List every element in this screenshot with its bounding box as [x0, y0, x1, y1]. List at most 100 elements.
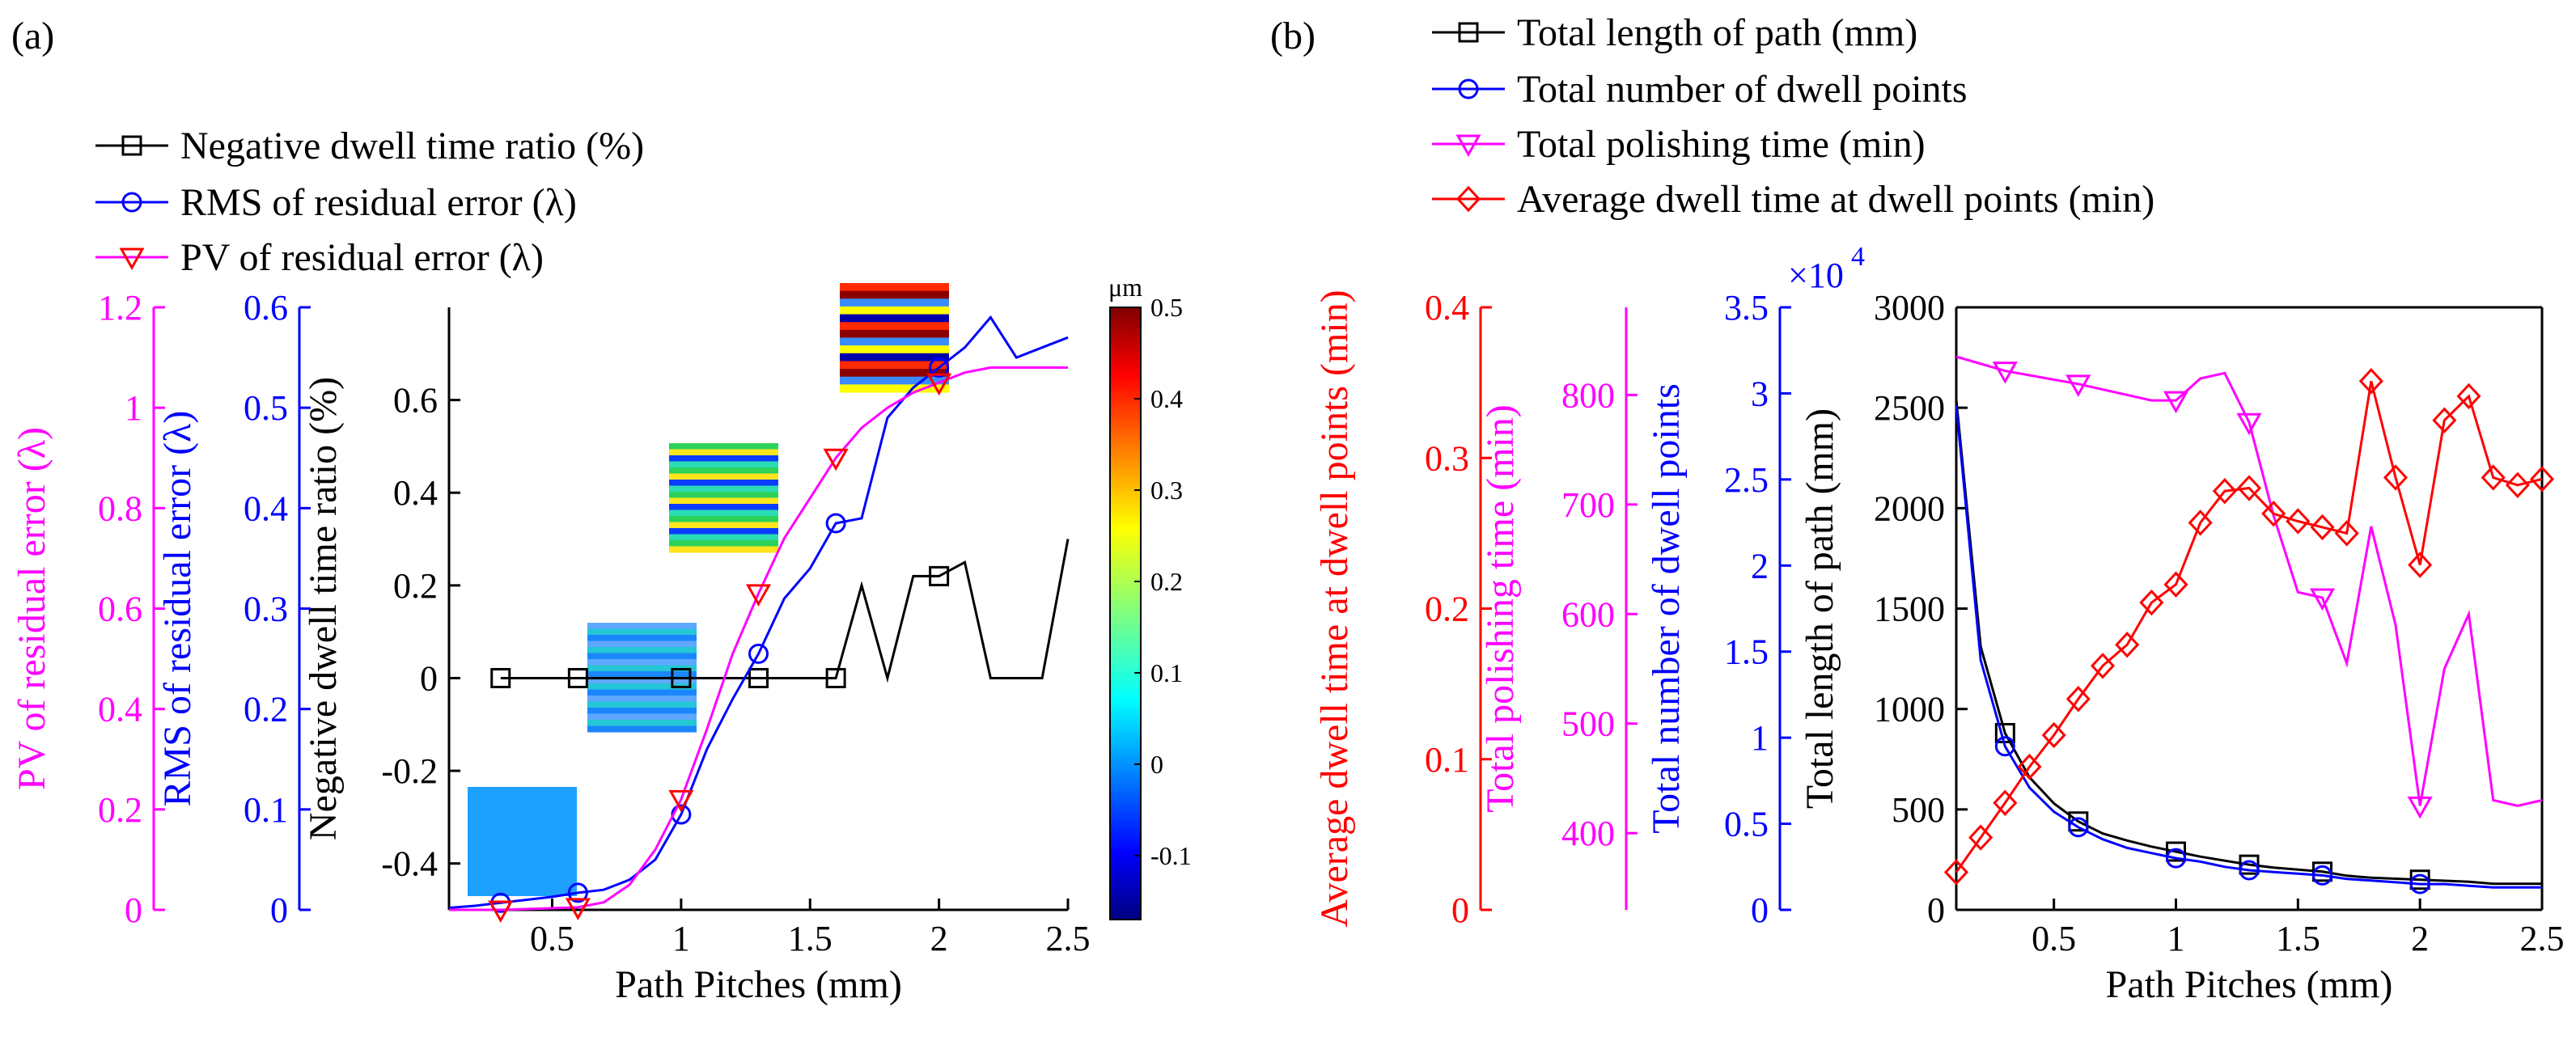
ratio-tick-label: 0.4: [393, 473, 438, 513]
legend-marker: [1458, 22, 1479, 43]
inset-stripe: [669, 534, 778, 541]
length-tick-label: 1500: [1874, 590, 1945, 629]
series-marker-avg: [2310, 514, 2335, 541]
inset-stripe: [587, 665, 697, 672]
avg-tick-label: 0.2: [1425, 590, 1469, 629]
inset-stripe: [840, 314, 949, 323]
inset-stripe: [587, 708, 697, 714]
legend-label: Total number of dwell points: [1517, 68, 1968, 111]
legend-label: Total length of path (mm): [1517, 11, 1917, 54]
x-tick-label: 1.5: [788, 919, 833, 958]
series-marker-points: [2166, 848, 2186, 869]
series-marker-rms: [748, 643, 769, 664]
series-marker-points: [2068, 817, 2089, 838]
avg-tick-label: 0: [1451, 890, 1469, 930]
ratio-tick-label: 0: [420, 658, 438, 698]
series-marker-time: [2065, 374, 2091, 397]
inset-stripe: [840, 384, 949, 393]
series-marker-avg: [2432, 407, 2457, 433]
inset-stripe: [669, 504, 778, 510]
inset-stripe: [587, 701, 697, 708]
series-marker-avg: [1943, 859, 1969, 886]
x-tick-label: 2.5: [2520, 919, 2565, 958]
series-marker-avg: [2408, 552, 2433, 578]
legend-marker: [1458, 78, 1479, 99]
time-tick-label: 600: [1561, 594, 1615, 634]
inset-stripe: [669, 522, 778, 529]
series-marker-avg: [2529, 466, 2555, 493]
legend-marker: [1455, 134, 1481, 158]
inset-stripe: [669, 510, 778, 517]
ratio-tick-label: -0.2: [381, 751, 438, 791]
pv-tick-label: 0.8: [98, 488, 142, 528]
avg-tick-label: 0.3: [1425, 438, 1469, 478]
points-tick-label: 2.5: [1724, 460, 1769, 500]
x-tick-label: 2.5: [1046, 919, 1091, 958]
series-marker-avg: [2236, 475, 2262, 501]
inset-stripe: [669, 455, 778, 462]
inset-map-2: [669, 443, 778, 553]
inset-stripe: [669, 492, 778, 498]
inset-map-0: [468, 787, 577, 896]
series-marker-points: [2239, 860, 2260, 881]
pv-tick-label: 0: [125, 890, 142, 930]
series-marker-avg: [2163, 571, 2188, 598]
length-tick-label: 1000: [1874, 690, 1945, 729]
series-marker-avg: [2286, 508, 2311, 535]
series-marker-avg: [2505, 472, 2530, 498]
inset-stripe: [669, 497, 778, 505]
inset-stripe: [840, 298, 949, 307]
legend-label: RMS of residual error (λ): [180, 181, 577, 224]
inset-stripe: [669, 480, 778, 486]
inset-map-3: [840, 283, 949, 393]
exponent-base: ×10: [1788, 256, 1844, 295]
colorbar-tick-label: 0.5: [1150, 293, 1183, 322]
series-marker-avg: [2212, 478, 2237, 505]
legend-label: PV of residual error (λ): [180, 236, 544, 279]
colorbar-tick-label: -0.1: [1150, 841, 1192, 870]
rms-tick-label: 0.5: [244, 388, 288, 428]
series-line-rms: [448, 315, 1069, 909]
series-marker-length: [2166, 841, 2186, 862]
series-marker-avg: [2041, 721, 2066, 749]
inset-stripe: [669, 443, 778, 450]
series-marker-pv: [668, 789, 694, 813]
points-tick-label: 0.5: [1724, 805, 1769, 844]
points-tick-label: 1: [1751, 718, 1769, 758]
colorbar-tick-label: 0.3: [1150, 476, 1183, 505]
length-tick-label: 500: [1892, 790, 1945, 830]
legend-marker: [119, 247, 145, 271]
x-tick-label: 1: [672, 919, 690, 958]
rms-tick-label: 0.3: [244, 590, 288, 629]
series-marker-avg: [2456, 383, 2481, 410]
series-marker-ratio: [825, 667, 846, 688]
inset-stripe: [587, 647, 697, 653]
rms-tick-label: 0: [270, 890, 288, 930]
inset-stripe: [587, 671, 697, 678]
avg-axis-label: Average dwell time at dwell points (min): [1313, 290, 1356, 927]
inset-stripe: [587, 720, 697, 726]
rms-tick-label: 0.6: [244, 288, 288, 328]
inset-stripe: [669, 485, 778, 493]
series-marker-avg: [2090, 653, 2116, 679]
inset-stripe: [669, 473, 778, 480]
legend-label: Negative dwell time ratio (%): [180, 125, 644, 167]
series-marker-pv: [745, 584, 772, 607]
inset-stripe: [669, 467, 778, 474]
time-tick-label: 400: [1561, 814, 1615, 853]
series-marker-time: [2309, 588, 2336, 611]
series-line-avg: [1955, 380, 2543, 873]
points-tick-label: 2: [1751, 546, 1769, 586]
colorbar-tick-label: 0.1: [1150, 658, 1183, 687]
colorbar-unit: μm: [1108, 273, 1142, 302]
series-marker-avg: [2188, 510, 2213, 536]
colorbar-tick-label: 0.2: [1150, 567, 1183, 596]
chart-a: -0.4 -0.2 0 0.2 0.4 0.6 Negative dwell time ra…: [11, 125, 1192, 1006]
points-tick-label: 3.5: [1724, 288, 1769, 328]
colorbar-tick-label: 0.4: [1150, 384, 1183, 413]
inset-stripe: [840, 369, 949, 378]
series-marker-ratio: [490, 667, 511, 688]
series-marker-pv: [565, 898, 591, 920]
x-tick-label: 2: [2411, 919, 2429, 958]
